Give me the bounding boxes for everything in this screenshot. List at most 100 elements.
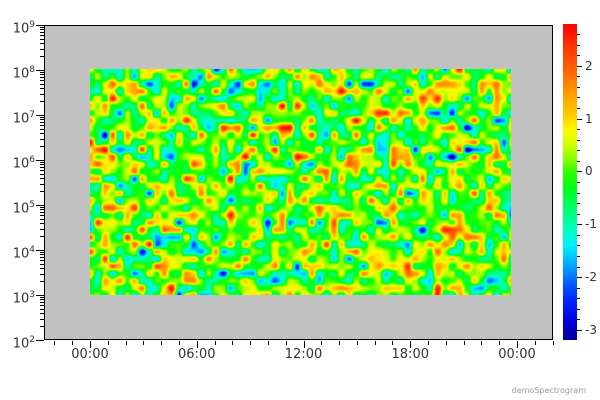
x-minor-tick (339, 341, 341, 345)
y-minor-tick (40, 27, 44, 29)
colorbar-minor-tick (577, 287, 580, 289)
y-minor-tick (40, 263, 44, 265)
colorbar-minor-tick (577, 298, 580, 300)
colorbar-minor-tick (577, 308, 580, 310)
x-tick-label: 06:00 (178, 347, 216, 362)
colorbar-tick-label: 2 (585, 58, 593, 73)
y-minor-tick (40, 117, 44, 119)
y-major-tick (36, 250, 44, 251)
colorbar-minor-tick (577, 213, 580, 215)
y-major-tick (36, 115, 44, 116)
y-minor-tick (40, 228, 44, 230)
x-minor-tick (107, 341, 109, 345)
y-minor-tick (40, 177, 44, 179)
y-tick-label: 109 (12, 20, 35, 37)
y-minor-tick (40, 304, 44, 306)
y-minor-tick (40, 281, 44, 283)
x-minor-tick (214, 341, 216, 345)
y-minor-tick (40, 121, 44, 123)
y-minor-tick (40, 87, 44, 89)
colorbar-minor-tick (577, 34, 580, 36)
x-minor-tick (143, 341, 145, 345)
x-minor-tick (178, 341, 180, 345)
x-minor-tick (428, 341, 430, 345)
y-minor-tick (40, 236, 44, 238)
y-minor-tick (40, 191, 44, 193)
y-major-tick (36, 340, 44, 341)
x-minor-tick (356, 341, 358, 345)
y-minor-tick (40, 101, 44, 103)
y-major-tick (36, 205, 44, 206)
x-minor-tick (499, 341, 501, 345)
chart-credit-label: demoSpectrogram (511, 386, 586, 395)
x-minor-tick (552, 341, 554, 345)
y-tick-label: 102 (12, 335, 35, 352)
y-minor-tick (40, 299, 44, 301)
y-minor-tick (40, 256, 44, 258)
x-minor-tick (445, 341, 447, 345)
y-minor-tick (40, 218, 44, 220)
x-minor-tick (72, 341, 74, 345)
x-minor-tick (54, 341, 56, 345)
x-major-tick (196, 341, 198, 348)
y-minor-tick (40, 301, 44, 303)
y-minor-tick (40, 318, 44, 320)
y-minor-tick (40, 312, 44, 314)
colorbar-major-tick (577, 329, 582, 331)
x-minor-tick (125, 341, 127, 345)
y-minor-tick (40, 124, 44, 126)
colorbar-minor-tick (577, 44, 580, 46)
y-minor-tick (40, 29, 44, 31)
y-minor-tick (40, 31, 44, 33)
y-minor-tick (40, 48, 44, 50)
y-minor-tick (40, 76, 44, 78)
colorbar-minor-tick (577, 255, 580, 257)
x-major-tick (303, 341, 305, 348)
y-minor-tick (40, 183, 44, 185)
y-minor-tick (40, 74, 44, 76)
colorbar-minor-tick (577, 234, 580, 236)
y-minor-tick (40, 222, 44, 224)
colorbar-minor-tick (577, 55, 580, 57)
y-tick-label: 104 (12, 245, 35, 262)
y-minor-tick (40, 83, 44, 85)
y-minor-tick (40, 56, 44, 58)
colorbar-major-tick (577, 277, 582, 279)
y-major-tick (36, 295, 44, 296)
colorbar-tick-label: 1 (585, 111, 593, 126)
x-tick-label: 00:00 (71, 347, 109, 362)
y-minor-tick (40, 128, 44, 130)
y-minor-tick (40, 164, 44, 166)
colorbar-minor-tick (577, 97, 580, 99)
y-minor-tick (40, 207, 44, 209)
x-minor-tick (267, 341, 269, 345)
y-minor-tick (40, 252, 44, 254)
colorbar-minor-tick (577, 150, 580, 152)
y-tick-label: 106 (12, 155, 35, 172)
y-minor-tick (40, 326, 44, 328)
y-minor-tick (40, 79, 44, 81)
colorbar-minor-tick (577, 76, 580, 78)
x-tick-label: 18:00 (391, 347, 429, 362)
x-minor-tick (232, 341, 234, 345)
colorbar-minor-tick (577, 319, 580, 321)
x-minor-tick (374, 341, 376, 345)
y-minor-tick (40, 169, 44, 171)
y-minor-tick (40, 119, 44, 121)
x-minor-tick (321, 341, 323, 345)
y-minor-tick (40, 267, 44, 269)
y-minor-tick (40, 297, 44, 299)
y-major-tick (36, 160, 44, 161)
y-minor-tick (40, 132, 44, 134)
colorbar-major-tick (577, 171, 582, 173)
y-tick-label: 105 (12, 200, 35, 217)
colorbar-major-tick (577, 118, 582, 120)
colorbar-minor-tick (577, 129, 580, 131)
colorbar-tick-label: -2 (585, 270, 597, 285)
x-minor-tick (285, 341, 287, 345)
spectrogram-heatmap (90, 69, 511, 295)
colorbar-minor-tick (577, 160, 580, 162)
y-minor-tick (40, 162, 44, 164)
colorbar-minor-tick (577, 86, 580, 88)
